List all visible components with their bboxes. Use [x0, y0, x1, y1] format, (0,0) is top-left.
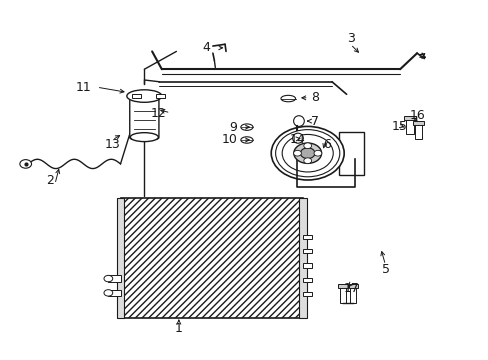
Bar: [302, 235, 311, 239]
Circle shape: [300, 148, 314, 158]
Bar: [414, 123, 422, 139]
Bar: [116, 198, 124, 318]
Bar: [302, 249, 311, 253]
Bar: [156, 94, 165, 98]
Text: 5: 5: [381, 263, 389, 276]
Ellipse shape: [293, 116, 304, 126]
Text: 11: 11: [76, 81, 91, 94]
Ellipse shape: [126, 90, 162, 102]
Text: 8: 8: [310, 91, 318, 104]
Bar: [298, 198, 306, 318]
Circle shape: [275, 130, 339, 177]
Text: 13: 13: [104, 138, 120, 151]
Ellipse shape: [241, 124, 252, 130]
FancyBboxPatch shape: [129, 94, 159, 139]
Circle shape: [303, 143, 311, 149]
Bar: [339, 286, 345, 303]
Text: 4: 4: [202, 41, 210, 54]
Text: 15: 15: [391, 120, 407, 133]
Circle shape: [104, 275, 113, 282]
Circle shape: [271, 126, 344, 180]
Text: 7: 7: [310, 114, 318, 127]
Bar: [348, 284, 358, 288]
Text: 9: 9: [229, 121, 237, 134]
Ellipse shape: [241, 137, 252, 143]
Bar: [350, 286, 356, 303]
Circle shape: [313, 150, 321, 156]
Bar: [108, 275, 120, 282]
Bar: [302, 292, 311, 296]
Text: 2: 2: [46, 174, 54, 186]
Bar: [120, 198, 302, 318]
Circle shape: [303, 158, 311, 163]
Circle shape: [20, 159, 31, 168]
Ellipse shape: [281, 95, 295, 102]
Text: 10: 10: [221, 134, 237, 147]
Bar: [337, 284, 347, 288]
Bar: [412, 121, 424, 125]
Text: 17: 17: [343, 283, 359, 296]
Text: 14: 14: [289, 134, 305, 147]
Bar: [302, 263, 311, 267]
Text: 12: 12: [151, 107, 166, 120]
Text: 6: 6: [323, 138, 330, 151]
Bar: [403, 116, 415, 120]
Text: 1: 1: [175, 322, 183, 335]
Bar: [405, 118, 413, 134]
Ellipse shape: [292, 133, 303, 143]
Circle shape: [104, 290, 113, 296]
Bar: [338, 132, 364, 175]
Circle shape: [293, 143, 321, 163]
Circle shape: [293, 150, 301, 156]
Ellipse shape: [130, 133, 158, 141]
Text: 3: 3: [347, 32, 355, 45]
Text: 16: 16: [408, 109, 424, 122]
Bar: [132, 94, 141, 98]
Bar: [108, 290, 120, 296]
Bar: [302, 278, 311, 282]
Circle shape: [282, 134, 332, 172]
